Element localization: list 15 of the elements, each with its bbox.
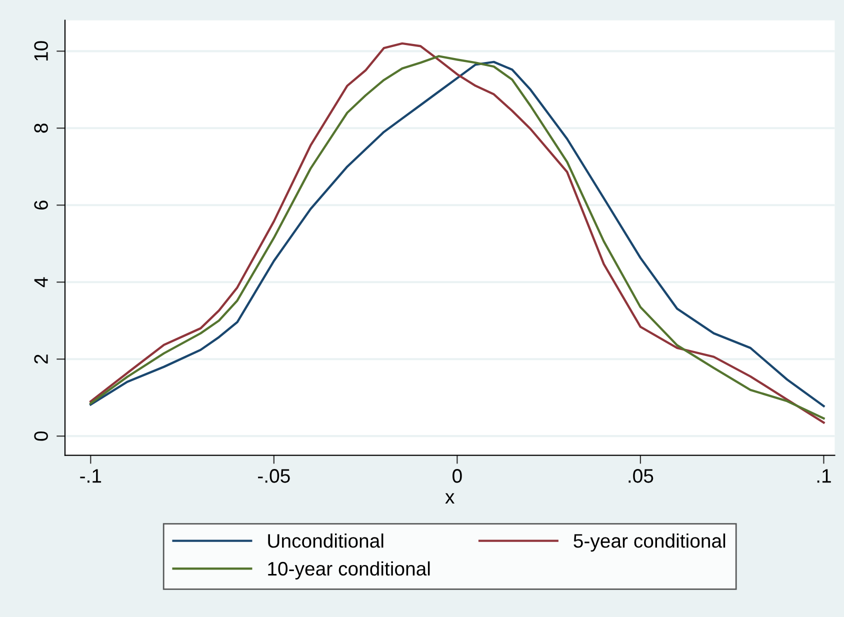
legend-label: 5-year conditional	[574, 534, 726, 552]
x-axis-title: x	[445, 493, 455, 504]
x-tick-label: 0	[452, 469, 462, 483]
x-tick-label: -.05	[258, 469, 290, 483]
x-tick-label: .05	[628, 469, 654, 483]
y-tick-label: 10	[34, 41, 48, 60]
y-tick-label: 2	[34, 354, 48, 364]
x-tick-label: -.1	[80, 469, 102, 483]
y-tick-label: 0	[34, 431, 48, 441]
x-tick-label: .1	[817, 469, 831, 483]
y-tick-label: 6	[34, 200, 48, 210]
y-tick-label: 8	[34, 124, 48, 133]
y-tick-label: 4	[34, 277, 48, 288]
legend-label: Unconditional	[268, 534, 384, 548]
legend-label: 10-year conditional	[268, 561, 430, 580]
